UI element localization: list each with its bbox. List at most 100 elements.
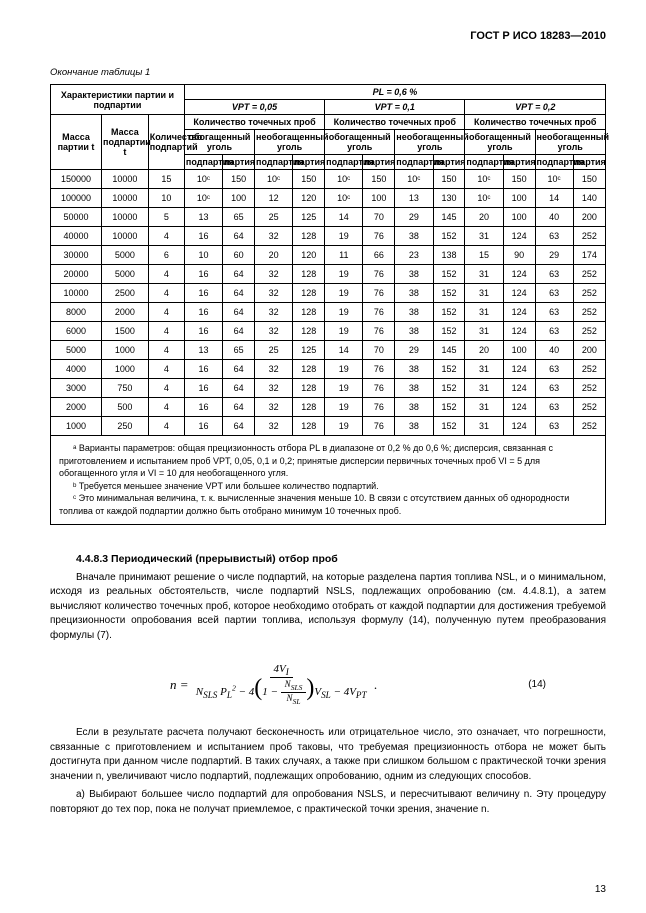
h-v2: VPT = 0,1 [325, 100, 465, 115]
table-cell: 152 [433, 360, 465, 379]
table-cell: 38 [395, 360, 433, 379]
table-cell: 10ᶜ [184, 170, 222, 189]
table-cell: 20 [465, 208, 503, 227]
table-cell: 64 [223, 398, 255, 417]
table-cell: 29 [535, 246, 573, 265]
table-cell: 5000 [51, 341, 102, 360]
table-cell: 32 [255, 284, 293, 303]
table-cell: 10000 [102, 208, 149, 227]
table-cell: 252 [573, 379, 605, 398]
table-cell: 152 [433, 398, 465, 417]
table-cell: 140 [573, 189, 605, 208]
table-cell: 150 [363, 170, 395, 189]
table-row: 8000200041664321281976381523112463252 [51, 303, 606, 322]
h-sub: подпартия [465, 155, 503, 170]
table-cell: 15 [148, 170, 184, 189]
table-cell: 128 [293, 284, 325, 303]
h-kpt2: Количество точечных проб [325, 115, 465, 130]
table-cell: 1000 [51, 417, 102, 436]
table-cell: 63 [535, 322, 573, 341]
table-cell: 125 [293, 208, 325, 227]
table-cell: 32 [255, 322, 293, 341]
table-cell: 60 [223, 246, 255, 265]
paragraph-2: Если в результате расчета получают беско… [50, 726, 606, 784]
table-cell: 152 [433, 265, 465, 284]
table-cell: 500 [102, 398, 149, 417]
table-cell: 32 [255, 265, 293, 284]
table-cell: 174 [573, 246, 605, 265]
table-cell: 19 [325, 417, 363, 436]
table-cell: 152 [433, 417, 465, 436]
table-cell: 14 [535, 189, 573, 208]
table-cell: 76 [363, 303, 395, 322]
table-cell: 252 [573, 322, 605, 341]
table-cell: 150000 [51, 170, 102, 189]
table-cell: 100 [503, 341, 535, 360]
h-kpt3: Количество точечных проб [465, 115, 606, 130]
paragraph-1: Вначале принимают решение о числе подпар… [50, 571, 606, 644]
table-cell: 19 [325, 227, 363, 246]
table-cell: 76 [363, 360, 395, 379]
table-cell: 14 [325, 341, 363, 360]
h-mass: Масса партии t [51, 115, 102, 170]
table-cell: 16 [184, 284, 222, 303]
h-v1: VPT = 0,05 [184, 100, 324, 115]
table-cell: 100 [503, 189, 535, 208]
table-cell: 16 [184, 227, 222, 246]
table-cell: 63 [535, 379, 573, 398]
note-a: ᵃ Варианты параметров: общая прецизионно… [59, 442, 597, 480]
table-cell: 38 [395, 265, 433, 284]
table-cell: 252 [573, 417, 605, 436]
table-cell: 16 [184, 360, 222, 379]
table-cell: 16 [184, 303, 222, 322]
table-cell: 124 [503, 303, 535, 322]
table-cell: 76 [363, 379, 395, 398]
table-cell: 5000 [102, 246, 149, 265]
table-cell: 10ᶜ [395, 170, 433, 189]
table-cell: 16 [184, 398, 222, 417]
h-sub: подпартия [325, 155, 363, 170]
table-row: 500001000051365251251470291452010040200 [51, 208, 606, 227]
table-cell: 10000 [102, 170, 149, 189]
table-cell: 4 [148, 341, 184, 360]
table-cell: 76 [363, 284, 395, 303]
table-cell: 65 [223, 208, 255, 227]
table-cell: 10ᶜ [535, 170, 573, 189]
table-cell: 6000 [51, 322, 102, 341]
table-cell: 20 [465, 341, 503, 360]
table-cell: 11 [325, 246, 363, 265]
parameter-table: Характеристики партии и подпартии PL = 0… [50, 84, 606, 436]
table-cell: 64 [223, 417, 255, 436]
h-sub: партия [503, 155, 535, 170]
table-cell: 6 [148, 246, 184, 265]
table-row: 3000050006106020120116623138159029174 [51, 246, 606, 265]
table-cell: 31 [465, 398, 503, 417]
table-cell: 38 [395, 284, 433, 303]
table-cell: 10ᶜ [255, 170, 293, 189]
table-caption: Окончание таблицы 1 [50, 67, 606, 78]
table-cell: 252 [573, 398, 605, 417]
table-cell: 76 [363, 227, 395, 246]
table-cell: 138 [433, 246, 465, 265]
table-cell: 19 [325, 379, 363, 398]
h-obo2: обогащенный уголь [325, 130, 395, 155]
table-cell: 32 [255, 303, 293, 322]
table-cell: 130 [433, 189, 465, 208]
table-cell: 19 [325, 398, 363, 417]
table-cell: 31 [465, 227, 503, 246]
table-cell: 1000 [102, 360, 149, 379]
table-cell: 31 [465, 360, 503, 379]
table-cell: 19 [325, 303, 363, 322]
table-cell: 152 [433, 284, 465, 303]
table-cell: 4 [148, 303, 184, 322]
table-cell: 252 [573, 360, 605, 379]
table-cell: 13 [184, 208, 222, 227]
table-cell: 120 [293, 246, 325, 265]
table-cell: 29 [395, 341, 433, 360]
table-cell: 32 [255, 417, 293, 436]
table-cell: 25 [255, 341, 293, 360]
table-cell: 128 [293, 227, 325, 246]
section-heading: 4.4.8.3 Периодический (прерывистый) отбо… [50, 553, 606, 565]
table-cell: 4 [148, 265, 184, 284]
h-neo1: необогащенный уголь [255, 130, 325, 155]
